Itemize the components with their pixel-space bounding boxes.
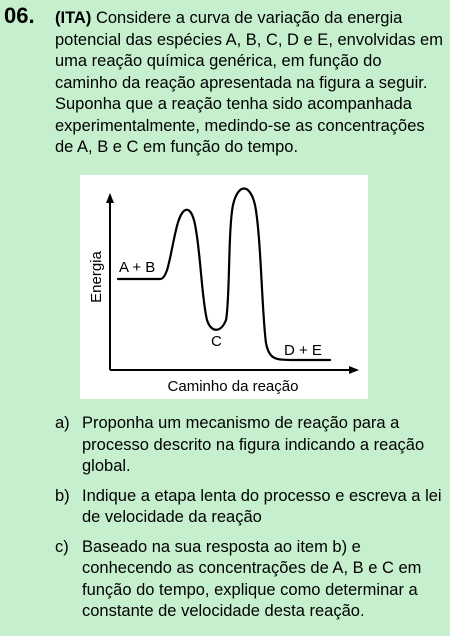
x-axis-label: Caminho da reação — [168, 378, 299, 395]
question-stem: (ITA) Considere a curva de variação da e… — [55, 8, 447, 159]
source-tag: (ITA) — [55, 9, 92, 27]
energy-diagram-svg: Energia Caminho da reação A + B C D + E — [88, 187, 359, 395]
item-c: c) Baseado na sua resposta ao item b) e … — [55, 537, 447, 623]
products-label: D + E — [284, 342, 322, 359]
item-b-text: Indique a etapa lenta do processo e escr… — [82, 486, 442, 527]
stem-text: Considere a curva de variação da energia… — [55, 9, 443, 156]
item-a-text: Proponha um mecanismo de reação para a p… — [82, 414, 425, 475]
question-items: a) Proponha um mecanismo de reação para … — [55, 413, 447, 631]
item-b-marker: b) — [55, 486, 70, 505]
item-c-text: Baseado na sua resposta ao item b) e con… — [82, 537, 422, 621]
energy-diagram: Energia Caminho da reação A + B C D + E — [80, 175, 368, 399]
item-a-marker: a) — [55, 414, 70, 432]
item-c-marker: c) — [55, 537, 69, 556]
reactants-label: A + B — [119, 259, 155, 276]
item-b: b) Indique a etapa lenta do processo e e… — [55, 486, 447, 529]
intermediate-label: C — [211, 333, 222, 350]
question-number: 06. — [4, 3, 35, 28]
energy-curve — [116, 187, 332, 362]
y-axis-label: Energia — [88, 250, 105, 302]
item-a: a) Proponha um mecanismo de reação para … — [55, 413, 447, 478]
